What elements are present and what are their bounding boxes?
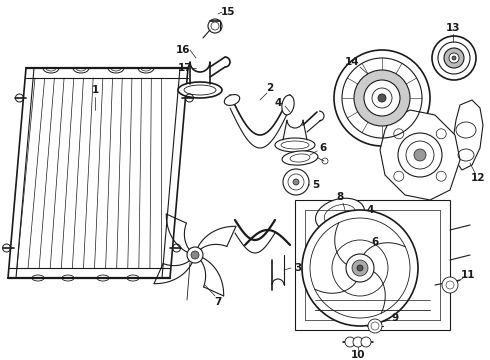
Circle shape — [357, 265, 363, 271]
Circle shape — [364, 80, 400, 116]
Text: 4: 4 — [367, 205, 374, 215]
Circle shape — [334, 50, 430, 146]
Text: 7: 7 — [214, 297, 221, 307]
Text: 3: 3 — [294, 263, 302, 273]
Ellipse shape — [322, 228, 358, 243]
Text: 12: 12 — [471, 173, 485, 183]
Circle shape — [353, 337, 363, 347]
Circle shape — [378, 94, 386, 102]
Text: 16: 16 — [176, 45, 190, 55]
Ellipse shape — [282, 151, 318, 165]
Ellipse shape — [224, 95, 240, 105]
Text: 6: 6 — [371, 237, 379, 247]
Text: 8: 8 — [336, 192, 343, 202]
Text: 9: 9 — [392, 313, 398, 323]
Text: 15: 15 — [221, 7, 235, 17]
Text: 5: 5 — [313, 180, 319, 190]
Circle shape — [368, 319, 382, 333]
Circle shape — [442, 277, 458, 293]
Ellipse shape — [282, 95, 294, 115]
Circle shape — [452, 56, 456, 60]
Circle shape — [352, 260, 368, 276]
Ellipse shape — [316, 198, 365, 232]
Text: 4: 4 — [274, 98, 282, 108]
Ellipse shape — [178, 82, 222, 98]
Circle shape — [444, 48, 464, 68]
Ellipse shape — [275, 138, 315, 152]
Text: 13: 13 — [446, 23, 460, 33]
Circle shape — [191, 251, 199, 259]
Text: 6: 6 — [319, 143, 327, 153]
Text: 17: 17 — [178, 63, 192, 73]
Circle shape — [449, 53, 459, 63]
Bar — [295, 200, 450, 330]
Circle shape — [187, 247, 203, 263]
Circle shape — [346, 254, 374, 282]
Text: 10: 10 — [351, 350, 365, 360]
Circle shape — [361, 337, 371, 347]
Text: 11: 11 — [461, 270, 475, 280]
Circle shape — [432, 36, 476, 80]
Text: 1: 1 — [91, 85, 98, 95]
Circle shape — [283, 169, 309, 195]
Polygon shape — [453, 100, 483, 170]
Circle shape — [302, 210, 418, 326]
Polygon shape — [380, 110, 460, 200]
Text: 14: 14 — [344, 57, 359, 67]
Circle shape — [354, 70, 410, 126]
Circle shape — [293, 179, 299, 185]
Circle shape — [398, 133, 442, 177]
Text: 2: 2 — [267, 83, 273, 93]
Circle shape — [345, 337, 355, 347]
Circle shape — [414, 149, 426, 161]
